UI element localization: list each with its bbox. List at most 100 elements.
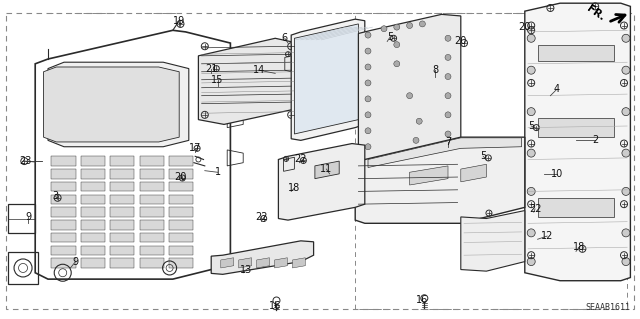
Polygon shape [140, 195, 164, 204]
Polygon shape [140, 182, 164, 191]
Circle shape [445, 93, 451, 99]
Circle shape [365, 112, 371, 118]
Circle shape [413, 137, 419, 143]
Circle shape [381, 160, 387, 166]
Text: 6: 6 [282, 33, 288, 43]
Polygon shape [110, 246, 134, 255]
Circle shape [365, 96, 371, 102]
Polygon shape [140, 207, 164, 217]
Polygon shape [169, 156, 193, 166]
Circle shape [365, 32, 371, 38]
Polygon shape [110, 182, 134, 191]
Polygon shape [51, 182, 76, 191]
Polygon shape [110, 258, 134, 268]
Text: 8: 8 [432, 65, 438, 75]
Text: 22: 22 [529, 204, 541, 214]
Polygon shape [110, 156, 134, 166]
Polygon shape [81, 156, 105, 166]
Text: 17: 17 [189, 143, 202, 153]
Polygon shape [169, 182, 193, 191]
Circle shape [365, 64, 371, 70]
Polygon shape [169, 220, 193, 230]
Polygon shape [51, 246, 76, 255]
Polygon shape [169, 169, 193, 179]
Polygon shape [51, 169, 76, 179]
Text: 9: 9 [25, 212, 31, 222]
Text: 20: 20 [174, 172, 187, 182]
Circle shape [445, 112, 451, 118]
Circle shape [416, 118, 422, 124]
Circle shape [527, 149, 535, 157]
Polygon shape [169, 207, 193, 217]
Circle shape [365, 128, 371, 134]
Polygon shape [461, 164, 486, 182]
Text: 14: 14 [253, 65, 266, 75]
Polygon shape [410, 166, 448, 185]
Circle shape [445, 35, 451, 41]
Circle shape [394, 61, 400, 67]
Polygon shape [110, 207, 134, 217]
Text: 18: 18 [573, 242, 586, 252]
Circle shape [622, 187, 630, 196]
Circle shape [527, 108, 535, 116]
Text: 13: 13 [240, 264, 253, 275]
Circle shape [527, 34, 535, 42]
Polygon shape [81, 220, 105, 230]
Text: 5: 5 [528, 121, 534, 131]
Polygon shape [81, 233, 105, 242]
Circle shape [445, 131, 451, 137]
Polygon shape [44, 67, 179, 142]
Circle shape [622, 229, 630, 237]
Text: 19: 19 [173, 16, 186, 26]
Polygon shape [81, 207, 105, 217]
Polygon shape [294, 24, 358, 134]
Polygon shape [291, 19, 365, 140]
Text: 15: 15 [211, 75, 224, 85]
Circle shape [527, 229, 535, 237]
Text: 21: 21 [205, 63, 218, 74]
Text: 5: 5 [480, 151, 486, 161]
Circle shape [365, 48, 371, 54]
Polygon shape [51, 156, 76, 166]
Polygon shape [355, 137, 525, 223]
Circle shape [419, 155, 426, 161]
Text: 10: 10 [550, 169, 563, 179]
Polygon shape [81, 169, 105, 179]
Circle shape [445, 149, 451, 154]
Circle shape [365, 144, 371, 150]
Circle shape [527, 257, 535, 266]
Polygon shape [275, 258, 287, 268]
Circle shape [394, 42, 400, 48]
Polygon shape [81, 258, 105, 268]
Polygon shape [169, 195, 193, 204]
Polygon shape [140, 233, 164, 242]
Polygon shape [278, 144, 365, 220]
Polygon shape [110, 169, 134, 179]
Circle shape [419, 21, 426, 27]
Text: 2: 2 [592, 135, 598, 145]
Polygon shape [140, 258, 164, 268]
Polygon shape [51, 207, 76, 217]
Text: 5: 5 [387, 32, 394, 42]
Text: SEAAB1611: SEAAB1611 [586, 303, 630, 312]
Polygon shape [110, 220, 134, 230]
Polygon shape [81, 182, 105, 191]
Text: 7: 7 [445, 137, 451, 147]
Text: 11: 11 [320, 164, 333, 174]
Polygon shape [169, 246, 193, 255]
Polygon shape [257, 258, 269, 268]
Polygon shape [140, 169, 164, 179]
Circle shape [406, 93, 413, 99]
Text: FR.: FR. [585, 4, 607, 23]
Circle shape [381, 26, 387, 32]
Circle shape [622, 108, 630, 116]
Polygon shape [140, 246, 164, 255]
Text: 16: 16 [416, 295, 429, 305]
Polygon shape [51, 258, 76, 268]
Polygon shape [110, 233, 134, 242]
Circle shape [406, 157, 413, 162]
Circle shape [622, 34, 630, 42]
Polygon shape [169, 233, 193, 242]
Text: 22: 22 [294, 154, 307, 165]
Polygon shape [169, 258, 193, 268]
